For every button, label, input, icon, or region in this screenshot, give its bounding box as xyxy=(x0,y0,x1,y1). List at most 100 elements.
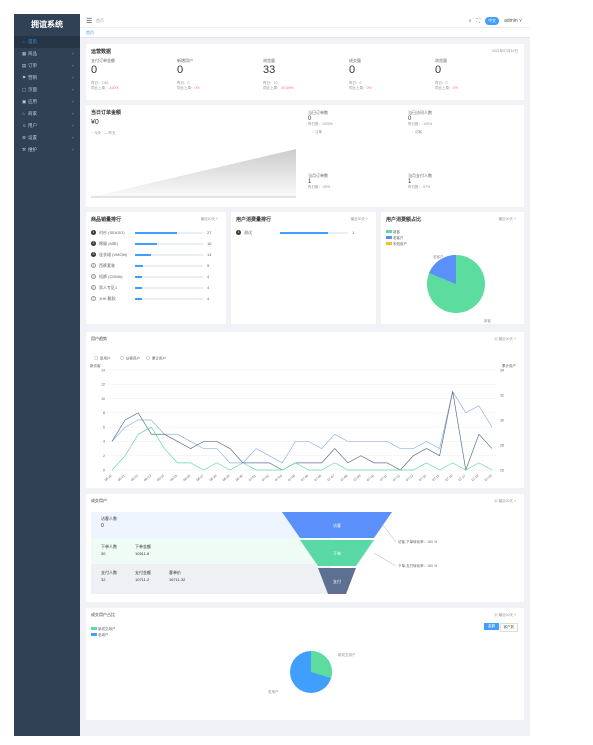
funnel-title: 成交用户 xyxy=(91,498,107,503)
metric-yesterday: 昨日：0 xyxy=(349,81,362,85)
hamburger-icon[interactable]: ☰ xyxy=(86,18,93,25)
chevron-down-icon: ˅ xyxy=(71,75,74,80)
stat-sub: 昨日数：-97% xyxy=(408,185,431,189)
language-badge[interactable]: 中文 xyxy=(485,17,500,25)
series-line-visit xyxy=(111,390,493,464)
metric-block: 成交量 0 昨日：0 同比上周：0% xyxy=(349,58,429,91)
user-share-filter[interactable]: 最近30天 ˅ xyxy=(498,217,516,221)
sidebar-item[interactable]: ▦ 商品 ˅ xyxy=(14,48,80,60)
rank-value: 4 xyxy=(207,285,210,290)
rank-bar xyxy=(135,254,152,256)
rank-bar-track xyxy=(135,232,203,234)
user-name: admin xyxy=(504,18,518,24)
x-tick: 07-09 xyxy=(353,474,362,482)
y-tick-left: 6 xyxy=(103,425,105,429)
pay-share-filter[interactable]: ▣ 最近30天 ˅ xyxy=(494,613,516,617)
rank-row: 6 男人专区1 4 xyxy=(91,284,231,294)
series-line-total xyxy=(111,391,493,472)
funnel-value: 10511.8 xyxy=(135,551,150,556)
sidebar-item[interactable]: ⚑ 营销 ˅ xyxy=(14,72,80,84)
funnel-filter[interactable]: ▣ 最近30天 ˅ xyxy=(494,499,516,503)
stat-value: 0 xyxy=(308,116,312,122)
funnel-card: 成交用户 ▣ 最近30天 ˅ 访客人数 0 下单人数 30 下单金额 10511… xyxy=(86,494,524,602)
funnel-label: 下单人数 xyxy=(101,544,117,549)
metric-label: 支付订单金额 xyxy=(91,58,115,63)
sidebar-item[interactable]: ⌂ 首页 xyxy=(14,36,80,48)
legend-item[interactable]: 未知用户 xyxy=(386,241,407,247)
rank-number: 6 xyxy=(91,285,96,290)
sidebar-item-label: 首页 xyxy=(28,39,37,44)
legend-today[interactable]: ◌ 今天 xyxy=(91,131,102,135)
rank-number: 2 xyxy=(91,241,96,246)
pie-slice-new xyxy=(311,651,332,678)
realtime-card: 当日订单金额 ¥0 ◌ 今天 — 昨天 当日订单数 0 昨日数：1000% ◌ 订… xyxy=(86,105,524,207)
rank-bar xyxy=(280,232,328,234)
user-trend-card: 用户趋势 ▣ 最近30天 ˅ 新用户 访客用户 累计用户 新访客 累计用户 14 12 10 8… xyxy=(86,332,524,488)
user-rank-filter[interactable]: 最近30天 ˅ xyxy=(350,217,368,221)
legend-item[interactable]: 老用户 xyxy=(91,632,115,638)
y-tick-right: 32 xyxy=(500,393,504,397)
realtime-title: 当日订单金额 xyxy=(91,110,122,116)
metric-yesterday: 昨日：1.50 xyxy=(91,81,109,85)
user-menu[interactable]: admin ˅ xyxy=(504,18,522,24)
x-tick: 07-17 xyxy=(458,474,467,482)
stat-value: 1 xyxy=(308,179,312,185)
sidebar-item[interactable]: ▢ 页面 ˅ xyxy=(14,84,80,96)
overview-title: 运营数据 xyxy=(91,49,112,55)
product-rank-filter[interactable]: 最近30天 ˅ xyxy=(200,217,218,221)
tag-home[interactable]: 首页 xyxy=(86,30,94,35)
rank-bar-track xyxy=(135,298,203,300)
funnel-label: 支付人数 xyxy=(101,570,117,575)
sidebar-item-label: 商品 xyxy=(28,51,37,56)
maintain-icon: ⚒ xyxy=(22,147,27,152)
funnel-rate: 下单-支付转化率：100 % xyxy=(398,564,438,568)
stat-label: 当日访问人数 xyxy=(408,110,432,115)
x-tick: 07-18 xyxy=(471,474,480,482)
funnel-stage-label: 支付 xyxy=(333,578,341,584)
x-tick: 07-19 xyxy=(484,474,493,482)
tab-amount[interactable]: 金额 xyxy=(484,623,499,630)
tab-customers[interactable]: 客户数 xyxy=(499,623,518,632)
rank-number: 1 xyxy=(91,230,96,235)
metric-value: 0 xyxy=(435,64,442,76)
search-icon[interactable]: ⌕ xyxy=(468,18,472,24)
pie-slice-old xyxy=(429,254,456,284)
realtime-stat: 当日订单数 0 昨日数：1000% ◌ 订单 xyxy=(308,110,403,135)
x-tick: 06-20 xyxy=(104,474,113,482)
legend-marker xyxy=(146,356,150,360)
stat-icon-label: ◌ 访客 xyxy=(412,130,423,134)
rank-bar xyxy=(135,232,178,234)
x-tick: 07-16 xyxy=(445,474,454,482)
funnel-stage-label: 访客 xyxy=(333,522,341,528)
sidebar-item[interactable]: ▤ 订单 ˅ xyxy=(14,60,80,72)
y-tick-left: 12 xyxy=(101,383,105,387)
legend-item[interactable]: 老客户 xyxy=(386,235,407,241)
sidebar-item[interactable]: ⌂ 商家 ˅ xyxy=(14,108,80,120)
legend-item[interactable]: 新成交用户 xyxy=(91,626,115,632)
user-share-card: 用户消费额占比 最近30天 ˅ 新客 老客户 未知用户 老客户 新客 xyxy=(381,212,524,324)
stat-sub: 昨日数：1000% xyxy=(308,122,333,126)
y-tick-left: 8 xyxy=(103,411,105,415)
pie-label-old: 老客户 xyxy=(433,254,444,259)
rank-number: 7 xyxy=(91,296,96,301)
legend-item[interactable]: 新客 xyxy=(386,229,407,235)
sidebar-item[interactable]: ⚙ 设置 ˅ xyxy=(14,132,80,144)
rank-bar-track xyxy=(280,232,348,234)
legend-yesterday[interactable]: — 昨天 xyxy=(103,131,116,135)
sidebar-item[interactable]: ▣ 应用 ˅ xyxy=(14,96,80,108)
rank-value: 4 xyxy=(207,274,210,279)
fullscreen-icon[interactable]: ⛶ xyxy=(476,18,481,24)
metric-compare: 同比上周：-100% xyxy=(91,86,119,90)
user-trend-filter[interactable]: ▣ 最近30天 ˅ xyxy=(494,337,516,341)
x-tick: 06-27 xyxy=(196,474,205,482)
y-tick-right: 30 xyxy=(500,418,504,422)
order-icon: ▤ xyxy=(22,63,27,68)
sidebar-item[interactable]: ⚒ 维护 ˅ xyxy=(14,144,80,156)
x-tick: 06-22 xyxy=(130,474,139,482)
chevron-down-icon: ˅ xyxy=(71,147,74,152)
x-tick: 07-02 xyxy=(261,474,270,482)
sidebar-item[interactable]: ☺用户 ˅ xyxy=(14,120,80,132)
funnel-label: 支付金额 xyxy=(135,570,151,575)
sidebar-item-label: 设置 xyxy=(28,135,37,140)
breadcrumb[interactable]: 首页 xyxy=(96,18,104,23)
